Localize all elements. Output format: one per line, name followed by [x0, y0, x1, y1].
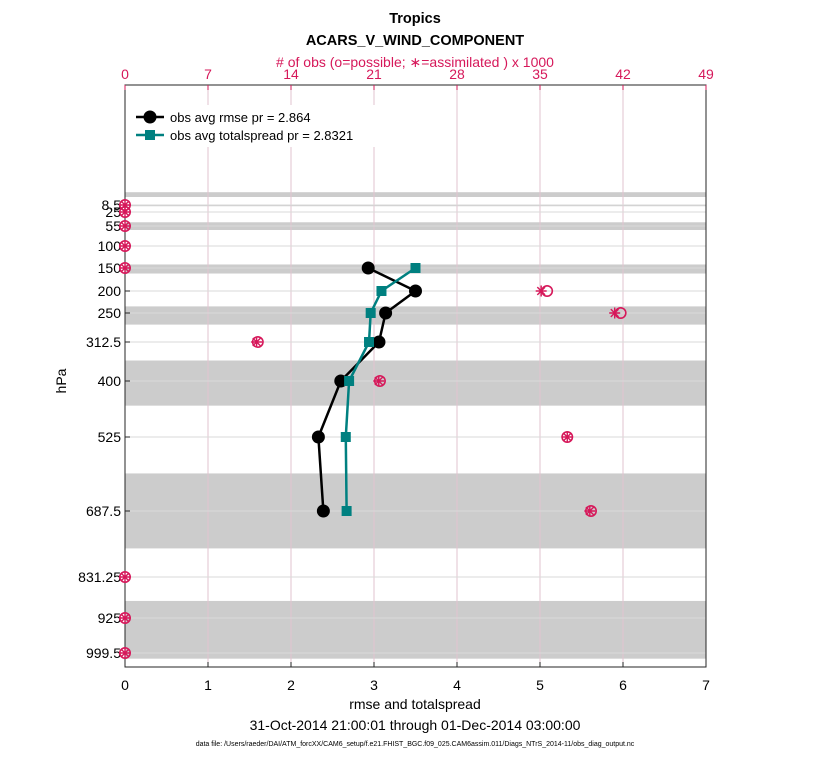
top-tick-label-2: 14	[283, 66, 299, 82]
obs-assimilated-11	[119, 571, 131, 583]
plot-frame	[124, 84, 707, 668]
chart-title-region: Tropics	[389, 11, 441, 27]
series-0-point-1	[409, 284, 422, 298]
bottom-tick-label-0: 0	[121, 677, 129, 693]
y-tick-label-7: 312.5	[86, 334, 121, 350]
series-1-point-6	[341, 506, 352, 516]
bottom-tick-label-5: 5	[536, 677, 544, 693]
y-tick-label-2: 55	[105, 218, 121, 234]
bottom-tick-label-7: 7	[702, 677, 710, 693]
top-tick-label-5: 35	[532, 66, 548, 82]
shaded-layer-4	[125, 306, 706, 325]
series-0-point-4	[334, 374, 348, 388]
series-0-point-2	[379, 306, 393, 320]
obs-assimilated-4	[119, 262, 131, 274]
legend: obs avg rmse pr = 2.864 obs avg totalspr…	[131, 105, 385, 147]
legend-rmse-marker	[143, 110, 157, 124]
series-0-point-6	[316, 504, 330, 518]
bottom-tick-label-2: 2	[287, 677, 295, 693]
top-tick-label-1: 7	[204, 66, 212, 82]
y-tick-label-12: 925	[98, 610, 122, 626]
y-tick-label-6: 250	[98, 305, 122, 321]
y-tick-label-0: 8.5	[102, 197, 122, 213]
legend-rmse-label: obs avg rmse pr = 2.864	[170, 110, 311, 125]
top-tick-label-0: 0	[121, 66, 129, 82]
chart-title-variable: ACARS_V_WIND_COMPONENT	[306, 33, 524, 49]
y-tick-label-10: 687.5	[86, 503, 121, 519]
legend-spread-marker	[145, 130, 155, 140]
shaded-layer-5	[125, 360, 706, 406]
obs-assimilated-6	[609, 307, 621, 319]
obs-assimilated-13	[119, 647, 131, 659]
top-tick-label-3: 21	[366, 66, 382, 82]
series-1-point-3	[364, 337, 375, 347]
y-tick-label-3: 100	[98, 238, 122, 254]
y-tick-label-11: 831.25	[78, 569, 121, 585]
obs-assimilated-10	[584, 505, 596, 517]
shaded-layer-0	[125, 192, 706, 197]
legend-spread-label: obs avg totalspread pr = 2.8321	[170, 128, 353, 143]
series-1-point-2	[365, 308, 376, 318]
bottom-tick-label-6: 6	[619, 677, 627, 693]
grid-lines	[207, 85, 624, 667]
series-layer	[311, 261, 422, 518]
data-file-path: data file: /Users/raeder/DAI/ATM_forcXX/…	[196, 741, 635, 748]
obs-assimilated-3	[119, 240, 131, 252]
y-tick-label-9: 525	[98, 429, 122, 445]
top-tick-label-4: 28	[449, 66, 465, 82]
obs-assimilated-0	[119, 199, 131, 211]
y-tick-label-4: 150	[98, 260, 122, 276]
series-1-point-4	[344, 376, 355, 386]
obs-assimilated-5	[535, 285, 547, 297]
obs-assimilated-9	[561, 431, 573, 443]
shaded-layers	[125, 192, 706, 659]
y-tick-label-8: 400	[98, 373, 122, 389]
bottom-x-ticks: 0 1 2 3 4 5 6 7	[121, 662, 710, 693]
bottom-tick-label-3: 3	[370, 677, 378, 693]
obs-assimilated-2	[119, 220, 131, 232]
bottom-tick-label-4: 4	[453, 677, 461, 693]
y-axis-label: hPa	[53, 368, 69, 393]
level-grid-lines	[125, 204, 706, 654]
y-tick-label-13: 999.5	[86, 645, 121, 661]
date-range: 31-Oct-2014 21:00:01 through 01-Dec-2014…	[250, 717, 581, 733]
y-tick-label-5: 200	[98, 283, 122, 299]
top-tick-label-6: 42	[615, 66, 631, 82]
top-x-ticks: 0 7 14 21 28 35 42 49	[121, 66, 714, 90]
bottom-tick-label-1: 1	[204, 677, 212, 693]
y-tick-label-1: 25	[105, 204, 121, 220]
obs-assimilated-1	[119, 206, 131, 218]
series-0-point-0	[361, 261, 375, 275]
series-1-point-5	[340, 432, 351, 442]
obs-count-markers	[119, 199, 627, 659]
obs-assimilated-8	[373, 375, 385, 387]
series-0-point-5	[311, 430, 325, 444]
series-1-point-0	[410, 263, 421, 273]
obs-assimilated-7	[251, 336, 263, 348]
top-axis-label: # of obs (o=possible; ∗=assimilated ) x …	[276, 54, 554, 70]
series-1-point-1	[376, 286, 387, 296]
series-0-point-3	[372, 335, 386, 349]
obs-assimilated-12	[119, 612, 131, 624]
shaded-layer-7	[125, 600, 706, 659]
x-axis-label: rmse and totalspread	[349, 696, 481, 712]
top-tick-label-7: 49	[698, 66, 714, 82]
shaded-layer-1	[125, 205, 706, 207]
legend-box	[131, 105, 385, 147]
